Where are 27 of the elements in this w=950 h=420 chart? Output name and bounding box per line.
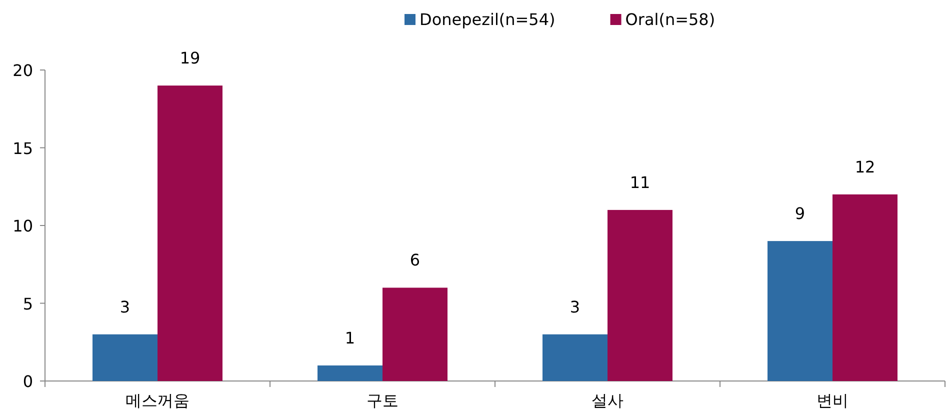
data-label: 12 — [854, 157, 876, 176]
y-tick-label: 15 — [12, 138, 33, 158]
data-label: 19 — [180, 48, 200, 68]
bar — [158, 86, 222, 381]
y-tick-label: 0 — [22, 372, 33, 391]
bar — [382, 288, 448, 381]
x-tick-label: 변비 — [816, 391, 848, 410]
bar — [542, 334, 608, 381]
legend-label: Donepezil(n=54) — [420, 10, 556, 29]
x-tick-label: 메스꺼움 — [126, 391, 190, 410]
data-label: 11 — [630, 172, 650, 192]
bar — [318, 365, 382, 381]
x-tick-label: 구토 — [366, 391, 398, 410]
y-tick-label: 10 — [12, 216, 33, 236]
bar — [768, 241, 832, 381]
data-label: 1 — [344, 328, 356, 348]
data-label: 9 — [794, 204, 806, 224]
x-tick-label: 설사 — [592, 391, 624, 410]
bar — [608, 210, 672, 381]
legend-label: Oral(n=58) — [625, 10, 716, 29]
y-tick-label: 5 — [22, 294, 33, 314]
bar — [832, 194, 898, 381]
bar — [92, 334, 158, 381]
data-label: 6 — [410, 250, 420, 270]
data-label: 3 — [120, 297, 130, 316]
y-tick-label: 20 — [12, 61, 33, 80]
data-label: 3 — [570, 297, 580, 316]
